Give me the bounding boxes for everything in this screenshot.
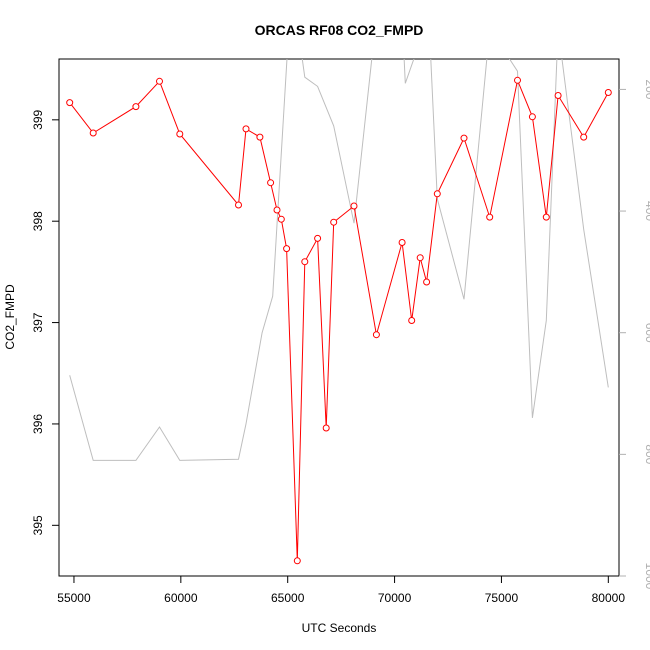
secondary-series-line	[69, 59, 609, 461]
x-tick-label: 75000	[485, 591, 519, 605]
data-point	[176, 130, 184, 138]
data-point	[372, 331, 380, 339]
data-point	[132, 103, 140, 111]
data-point	[314, 234, 322, 242]
data-point	[322, 424, 330, 432]
data-point	[330, 218, 338, 226]
data-point	[398, 239, 406, 246]
data-point	[277, 215, 285, 223]
y-tick-label: 395	[31, 515, 45, 535]
primary-series-line	[69, 78, 609, 561]
y-tick-label: 396	[31, 414, 45, 434]
data-point	[235, 201, 242, 209]
x-axis-label: UTC Seconds	[302, 621, 377, 635]
data-point	[460, 134, 468, 142]
y-tick-label: 398	[31, 211, 45, 231]
data-point	[267, 179, 275, 187]
right-tick-label: 1000	[643, 563, 650, 590]
data-point	[66, 99, 74, 107]
x-tick-label: 60000	[164, 591, 198, 605]
x-tick-label: 70000	[378, 591, 412, 605]
y-tick-label: 397	[31, 312, 45, 332]
data-point	[350, 202, 358, 210]
right-tick-label: 800	[643, 444, 650, 464]
y-tick-label: 399	[31, 109, 45, 129]
data-point	[416, 254, 424, 262]
data-point	[486, 213, 494, 221]
data-point	[301, 258, 309, 266]
data-point	[580, 133, 588, 141]
plot-area	[66, 59, 612, 565]
right-axis: 200 400 600 800 1000	[619, 79, 650, 590]
data-point	[242, 125, 250, 133]
plot-frame	[58, 58, 620, 577]
data-point	[156, 77, 163, 85]
data-point	[542, 213, 550, 221]
data-point	[408, 317, 416, 324]
data-point	[256, 133, 264, 141]
x-axis: 55000 60000 65000 70000 75000 80000	[57, 576, 625, 605]
data-point	[514, 76, 521, 84]
right-tick-label: 600	[643, 323, 650, 343]
right-tick-label: 400	[643, 201, 650, 221]
x-tick-label: 55000	[57, 591, 91, 605]
y-axis: 395 396 397 398 399	[31, 109, 59, 535]
x-tick-label: 65000	[271, 591, 305, 605]
x-tick-label: 80000	[592, 591, 626, 605]
data-point	[89, 129, 97, 137]
y-axis-label: CO2_FMPD	[3, 284, 17, 350]
data-point	[293, 557, 301, 565]
data-point	[283, 245, 291, 253]
data-point	[528, 113, 536, 121]
data-point	[604, 89, 612, 96]
data-point	[273, 206, 281, 214]
data-point	[423, 278, 431, 286]
data-point	[433, 190, 441, 198]
data-point	[554, 92, 562, 99]
chart-title: ORCAS RF08 CO2_FMPD	[255, 22, 424, 38]
right-tick-label: 200	[643, 79, 650, 99]
